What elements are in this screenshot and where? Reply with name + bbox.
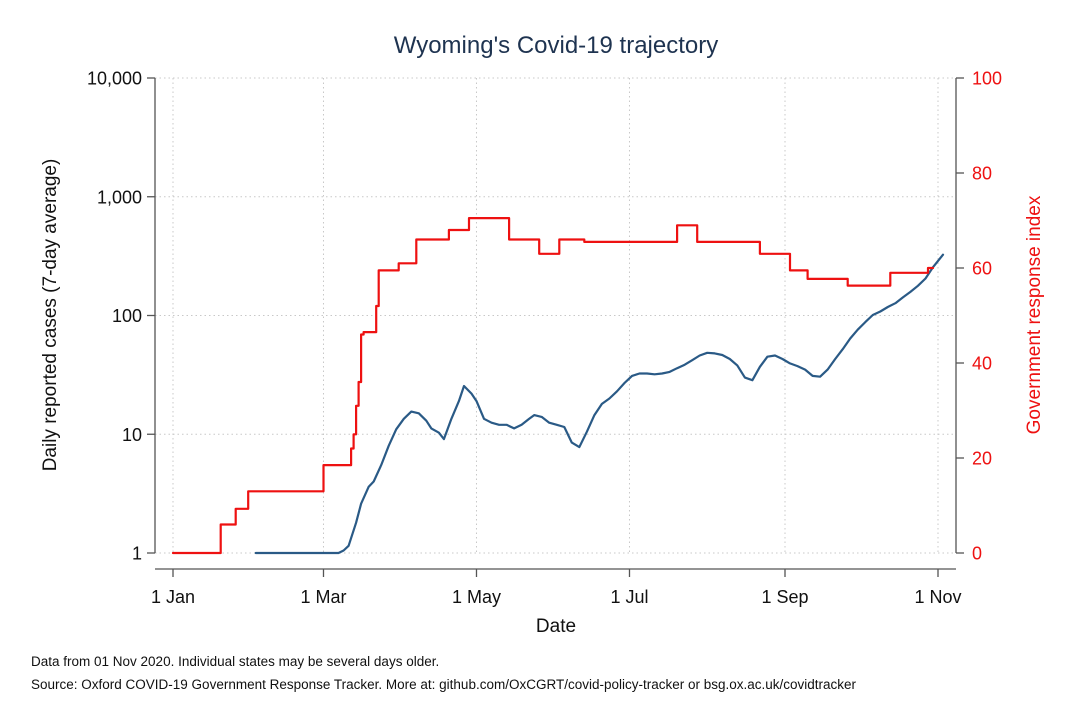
x-axis-ticks: 1 Jan 1 Mar 1 May 1 Jul 1 Sep 1 Nov bbox=[151, 569, 962, 607]
y-right-tick-label: 0 bbox=[972, 544, 982, 564]
y-left-tick-label: 10,000 bbox=[87, 69, 142, 89]
x-tick-label: 1 Jul bbox=[610, 587, 648, 607]
y-left-tick-label: 1,000 bbox=[97, 187, 142, 207]
y-axis-right-label: Government response index bbox=[1024, 195, 1045, 434]
y-right-tick-label: 20 bbox=[972, 449, 992, 469]
y-axis-left-label: Daily reported cases (7-day average) bbox=[40, 159, 61, 472]
gridlines bbox=[155, 77, 956, 554]
x-axis-label: Date bbox=[536, 616, 576, 637]
x-tick-label: 1 May bbox=[452, 587, 501, 607]
series-line-response-index bbox=[171, 217, 935, 555]
x-tick-label: 1 Mar bbox=[300, 587, 346, 607]
x-tick-label: 1 Sep bbox=[761, 587, 808, 607]
y-right-tick-label: 100 bbox=[972, 69, 1002, 89]
y-left-tick-label: 100 bbox=[112, 306, 142, 326]
x-tick-label: 1 Nov bbox=[914, 587, 961, 607]
series-group bbox=[171, 217, 945, 555]
y-right-tick-label: 80 bbox=[972, 164, 992, 184]
right-axis-ticks: 0 20 40 60 80 100 bbox=[956, 69, 1002, 564]
y-right-tick-label: 60 bbox=[972, 259, 992, 279]
y-left-tick-label: 1 bbox=[132, 544, 142, 564]
left-axis-ticks: 1 10 100 1,000 10,000 bbox=[87, 69, 155, 564]
chart-title: Wyoming's Covid-19 trajectory bbox=[394, 32, 718, 59]
x-tick-label: 1 Jan bbox=[151, 587, 195, 607]
axes bbox=[154, 78, 957, 570]
y-right-tick-label: 40 bbox=[972, 354, 992, 374]
footer-note-source: Source: Oxford COVID-19 Government Respo… bbox=[31, 677, 857, 692]
series-line-daily-cases bbox=[254, 253, 945, 555]
y-left-tick-label: 10 bbox=[122, 425, 142, 445]
footer-note-date: Data from 01 Nov 2020. Individual states… bbox=[31, 654, 439, 669]
